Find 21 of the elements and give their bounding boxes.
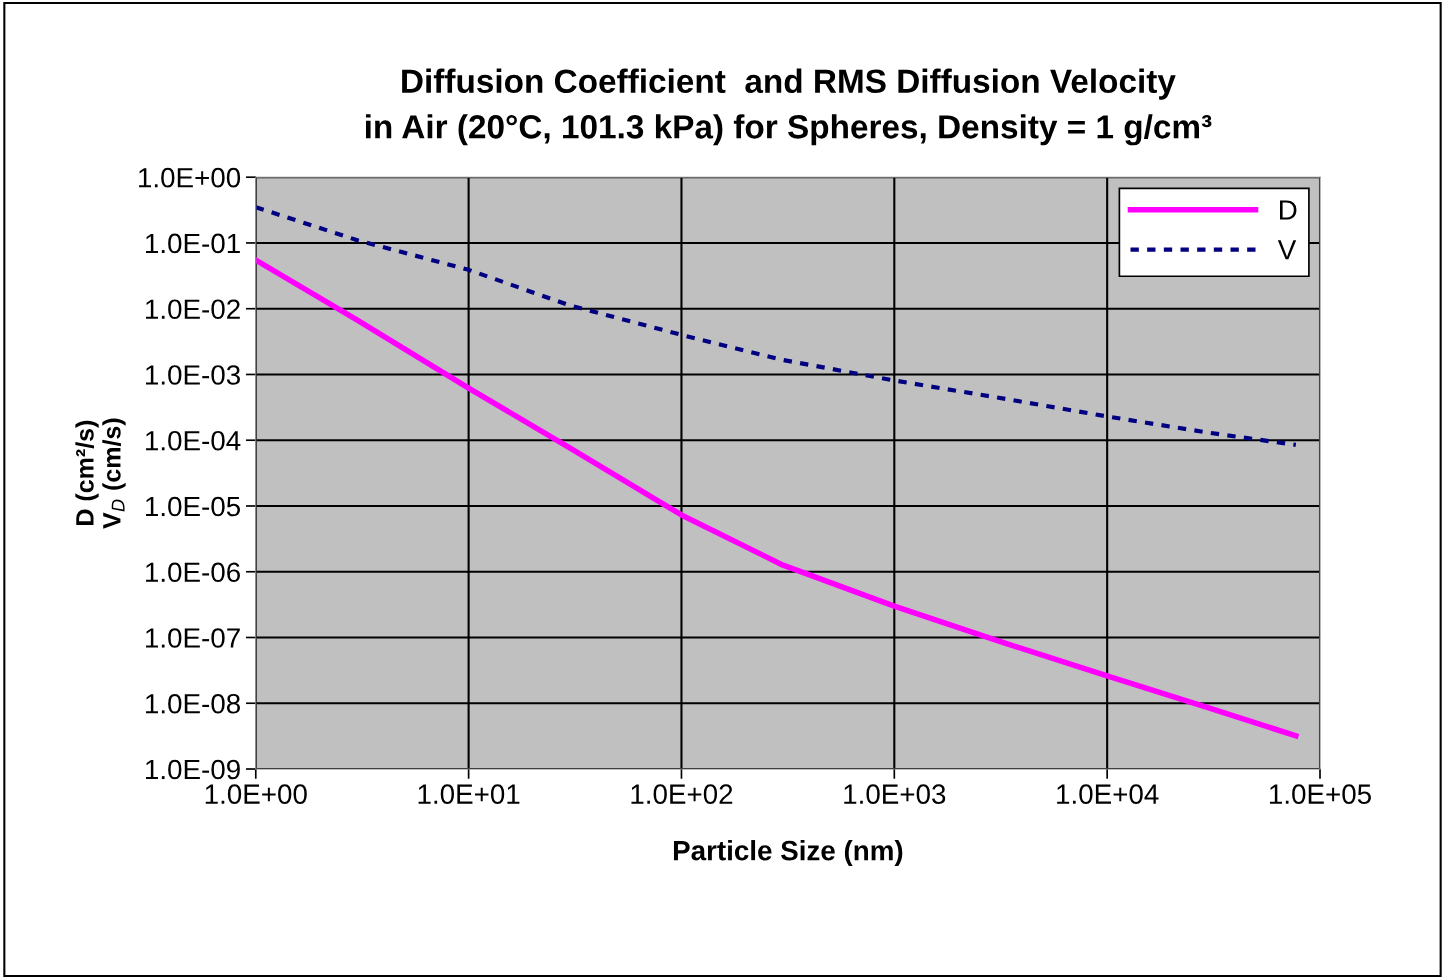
x-tick-label: 1.0E+02 [631, 784, 733, 804]
y-tick-label: 1.0E-06 [146, 562, 240, 583]
y-axis-title: D (cm²/s) V$_{D}$ (cm/s) [75, 418, 126, 529]
chart-title: Diffusion Coefficient and RMS Diffusion Velocity in Air (20°C, 101.3 kPa) for Spheres, Density = 1 g/cm³ [365, 68, 1212, 146]
x-tick-label: 1.0E+05 [1270, 784, 1371, 804]
y-tick-label: 1.0E+00 [139, 167, 241, 188]
x-tick-label: 1.0E+03 [844, 784, 946, 804]
legend-label: V [1277, 240, 1297, 260]
y-tick-label: 1.0E-01 [146, 233, 240, 254]
y-tick-label: 1.0E-03 [146, 365, 240, 385]
y-tick-label: 1.0E-02 [146, 299, 240, 320]
y-tick-label: 1.0E-04 [146, 430, 241, 451]
x-tick-label: 1.0E+01 [418, 784, 520, 804]
x-axis-title: Particle Size (nm) [673, 840, 903, 866]
y-tick-label: 1.0E-07 [146, 628, 240, 648]
legend-label: D [1280, 200, 1297, 220]
x-tick-label: 1.0E+00 [205, 784, 307, 804]
y-tick-label: 1.0E-09 [146, 759, 240, 780]
x-tick-label: 1.0E+04 [1057, 784, 1159, 804]
y-tick-label: 1.0E-05 [146, 496, 241, 517]
y-tick-label: 1.0E-08 [146, 693, 240, 714]
